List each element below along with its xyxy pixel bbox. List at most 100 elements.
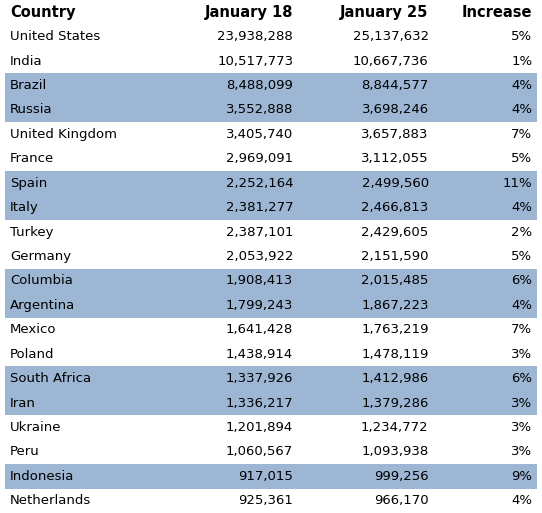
Text: Mexico: Mexico bbox=[10, 323, 56, 337]
Text: South Africa: South Africa bbox=[10, 372, 91, 385]
Text: 2,429,605: 2,429,605 bbox=[362, 226, 429, 239]
Text: 5%: 5% bbox=[511, 30, 532, 43]
Text: 1,438,914: 1,438,914 bbox=[226, 348, 293, 361]
Bar bbox=[5, 269, 537, 293]
Text: 917,015: 917,015 bbox=[238, 470, 293, 483]
Text: 1,908,413: 1,908,413 bbox=[226, 274, 293, 287]
Text: 1,093,938: 1,093,938 bbox=[362, 445, 429, 459]
Text: 8,488,099: 8,488,099 bbox=[227, 79, 293, 92]
Text: 11%: 11% bbox=[502, 176, 532, 190]
Text: 2,466,813: 2,466,813 bbox=[362, 201, 429, 214]
Text: 1%: 1% bbox=[511, 54, 532, 68]
Text: Italy: Italy bbox=[10, 201, 38, 214]
Bar bbox=[5, 293, 537, 318]
Text: United States: United States bbox=[10, 30, 100, 43]
Text: 3,657,883: 3,657,883 bbox=[362, 128, 429, 141]
Text: 1,060,567: 1,060,567 bbox=[226, 445, 293, 459]
Text: Iran: Iran bbox=[10, 397, 36, 409]
Text: 2,969,091: 2,969,091 bbox=[226, 152, 293, 165]
Text: India: India bbox=[10, 54, 42, 68]
Text: 1,641,428: 1,641,428 bbox=[226, 323, 293, 337]
Text: 5%: 5% bbox=[511, 152, 532, 165]
Text: 1,337,926: 1,337,926 bbox=[225, 372, 293, 385]
Text: 3,112,055: 3,112,055 bbox=[361, 152, 429, 165]
Bar bbox=[5, 220, 537, 244]
Text: Indonesia: Indonesia bbox=[10, 470, 74, 483]
Text: 2,151,590: 2,151,590 bbox=[361, 250, 429, 263]
Text: 25,137,632: 25,137,632 bbox=[352, 30, 429, 43]
Text: 4%: 4% bbox=[511, 201, 532, 214]
Bar bbox=[5, 366, 537, 391]
Bar bbox=[5, 171, 537, 195]
Text: 9%: 9% bbox=[511, 470, 532, 483]
Text: 2,499,560: 2,499,560 bbox=[362, 176, 429, 190]
Text: 6%: 6% bbox=[511, 372, 532, 385]
Text: 8,844,577: 8,844,577 bbox=[362, 79, 429, 92]
Bar bbox=[5, 391, 537, 416]
Text: Netherlands: Netherlands bbox=[10, 495, 91, 507]
Bar bbox=[5, 416, 537, 440]
Text: 1,412,986: 1,412,986 bbox=[362, 372, 429, 385]
Bar bbox=[5, 488, 537, 513]
Text: 1,799,243: 1,799,243 bbox=[226, 299, 293, 312]
Text: January 18: January 18 bbox=[205, 5, 293, 19]
Bar bbox=[5, 318, 537, 342]
Text: 1,379,286: 1,379,286 bbox=[362, 397, 429, 409]
Bar bbox=[5, 440, 537, 464]
Text: 4%: 4% bbox=[511, 79, 532, 92]
Bar bbox=[5, 244, 537, 269]
Text: 4%: 4% bbox=[511, 495, 532, 507]
Text: 10,517,773: 10,517,773 bbox=[217, 54, 293, 68]
Text: 2,252,164: 2,252,164 bbox=[225, 176, 293, 190]
Text: January 25: January 25 bbox=[340, 5, 429, 19]
Text: Country: Country bbox=[10, 5, 75, 19]
Bar bbox=[5, 49, 537, 73]
Text: 3%: 3% bbox=[511, 397, 532, 409]
Text: France: France bbox=[10, 152, 54, 165]
Text: Increase: Increase bbox=[462, 5, 532, 19]
Text: 1,867,223: 1,867,223 bbox=[361, 299, 429, 312]
Text: 3%: 3% bbox=[511, 348, 532, 361]
Text: 4%: 4% bbox=[511, 104, 532, 116]
Text: 966,170: 966,170 bbox=[374, 495, 429, 507]
Text: Brazil: Brazil bbox=[10, 79, 47, 92]
Text: Argentina: Argentina bbox=[10, 299, 75, 312]
Text: 3,405,740: 3,405,740 bbox=[226, 128, 293, 141]
Bar bbox=[5, 147, 537, 171]
Text: 925,361: 925,361 bbox=[238, 495, 293, 507]
Text: 3,698,246: 3,698,246 bbox=[362, 104, 429, 116]
Text: 23,938,288: 23,938,288 bbox=[217, 30, 293, 43]
Bar bbox=[5, 73, 537, 97]
Text: 7%: 7% bbox=[511, 128, 532, 141]
Text: 3,552,888: 3,552,888 bbox=[226, 104, 293, 116]
Text: 5%: 5% bbox=[511, 250, 532, 263]
Text: 2,381,277: 2,381,277 bbox=[225, 201, 293, 214]
Text: Columbia: Columbia bbox=[10, 274, 73, 287]
Bar bbox=[5, 122, 537, 147]
Text: Poland: Poland bbox=[10, 348, 54, 361]
Text: 6%: 6% bbox=[511, 274, 532, 287]
Text: 1,234,772: 1,234,772 bbox=[361, 421, 429, 434]
Text: 999,256: 999,256 bbox=[374, 470, 429, 483]
Text: 3%: 3% bbox=[511, 445, 532, 459]
Text: 4%: 4% bbox=[511, 299, 532, 312]
Text: United Kingdom: United Kingdom bbox=[10, 128, 117, 141]
Text: 1,478,119: 1,478,119 bbox=[362, 348, 429, 361]
Bar bbox=[5, 97, 537, 122]
Bar bbox=[5, 195, 537, 220]
Bar bbox=[5, 464, 537, 488]
Text: 2%: 2% bbox=[511, 226, 532, 239]
Text: 10,667,736: 10,667,736 bbox=[353, 54, 429, 68]
Text: Ukraine: Ukraine bbox=[10, 421, 61, 434]
Bar bbox=[5, 25, 537, 49]
Text: 1,763,219: 1,763,219 bbox=[361, 323, 429, 337]
Text: 1,336,217: 1,336,217 bbox=[225, 397, 293, 409]
Text: Germany: Germany bbox=[10, 250, 71, 263]
Text: 2,387,101: 2,387,101 bbox=[225, 226, 293, 239]
Text: Turkey: Turkey bbox=[10, 226, 53, 239]
Text: 1,201,894: 1,201,894 bbox=[226, 421, 293, 434]
Text: Peru: Peru bbox=[10, 445, 40, 459]
Bar bbox=[5, 342, 537, 366]
Text: Spain: Spain bbox=[10, 176, 47, 190]
Text: Russia: Russia bbox=[10, 104, 53, 116]
